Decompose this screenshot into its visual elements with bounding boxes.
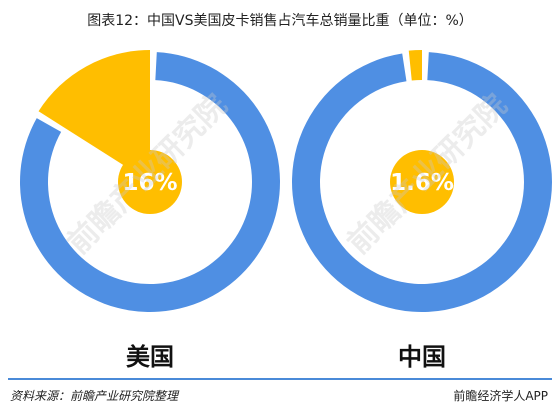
- center-value-label: 16%: [122, 170, 177, 196]
- footer-divider: [8, 378, 552, 380]
- chart-name-label: 美国: [126, 342, 174, 371]
- source-note: 资料来源：前瞻产业研究院整理: [10, 389, 179, 403]
- brand-credit: 前瞻经济学人APP: [453, 389, 548, 403]
- chart-title: 图表12：中国VS美国皮卡销售占汽车总销量比重（单位：%）: [87, 13, 473, 29]
- center-badge: [390, 150, 454, 214]
- center-value-label: 1.6%: [390, 170, 454, 196]
- chart-name-label: 中国: [398, 342, 446, 371]
- center-badge: [118, 150, 182, 214]
- donut-slice-pickup: [408, 50, 422, 81]
- donut-slice-pickup: [38, 50, 150, 182]
